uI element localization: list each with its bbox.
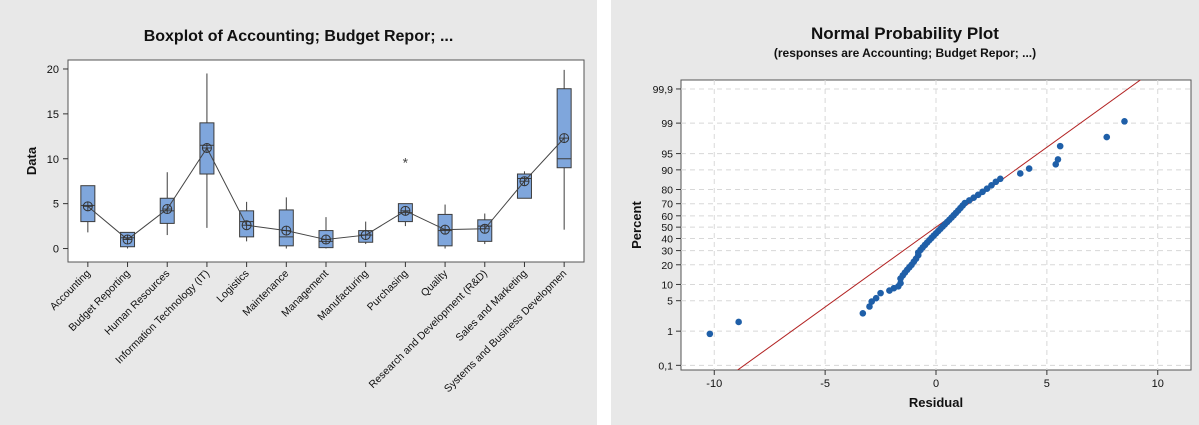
boxplot-panel: Boxplot of Accounting; Budget Repor; ...… [0,0,597,425]
y-tick-label: 10 [661,279,673,291]
y-tick-label: 5 [667,296,673,308]
y-tick-label: 30 [661,246,673,258]
x-tick-label: 5 [1044,378,1050,390]
y-tick-label: 15 [47,109,59,121]
y-tick-label: 99,9 [653,84,674,96]
y-tick-label: 10 [47,154,59,166]
y-tick-label: 99 [661,118,673,130]
data-point [859,310,867,317]
x-tick-label: Quality [419,267,451,299]
x-tick-label: 10 [1152,378,1164,390]
data-point [866,303,873,310]
probability-plot-subtitle: (responses are Accounting; Budget Repor;… [773,46,1037,60]
probability-plot-title: Normal Probability Plot [811,24,999,43]
y-tick-label: 20 [47,64,59,76]
data-point [897,279,904,287]
data-point [877,289,884,297]
outlier-marker: * [403,154,409,170]
data-point [872,294,880,302]
x-tick-label: 0 [933,378,939,390]
data-point [1025,165,1033,172]
y-tick-label: 5 [53,199,59,211]
probability-plot-panel: Normal Probability Plot (responses are A… [611,0,1199,425]
y-tick-label: 50 [661,222,673,234]
data-point [997,175,1004,183]
data-point [1103,133,1111,141]
y-axis-label: Percent [629,200,644,248]
data-point [1016,170,1024,177]
x-axis-label: Residual [909,395,963,410]
y-tick-label: 0 [53,244,59,256]
y-tick-label: 40 [661,233,673,245]
x-tick-label: Sales and Marketing [453,268,529,344]
y-tick-label: 1 [667,326,673,338]
y-tick-label: 20 [661,260,673,272]
y-tick-label: 60 [661,211,673,223]
y-tick-label: 80 [661,185,673,197]
data-point [735,318,742,326]
data-point [1054,156,1062,163]
y-axis-label: Data [24,146,39,175]
data-point [706,330,714,338]
box [556,88,572,169]
y-tick-label: 90 [661,165,673,177]
y-tick-label: 0,1 [658,360,673,372]
fit-line [736,80,1142,370]
panel-divider [597,0,611,425]
data-point [988,182,995,189]
data-point [1056,142,1064,150]
y-tick-label: 95 [661,149,673,161]
x-tick-label: -5 [820,378,830,390]
data-point [1121,118,1128,125]
x-tick-label: Purchasing [365,268,411,314]
x-tick-label: Logistics [214,268,251,305]
x-tick-label: -10 [706,378,722,390]
boxplot-title: Boxplot of Accounting; Budget Repor; ... [143,28,454,45]
y-tick-label: 70 [661,199,673,211]
